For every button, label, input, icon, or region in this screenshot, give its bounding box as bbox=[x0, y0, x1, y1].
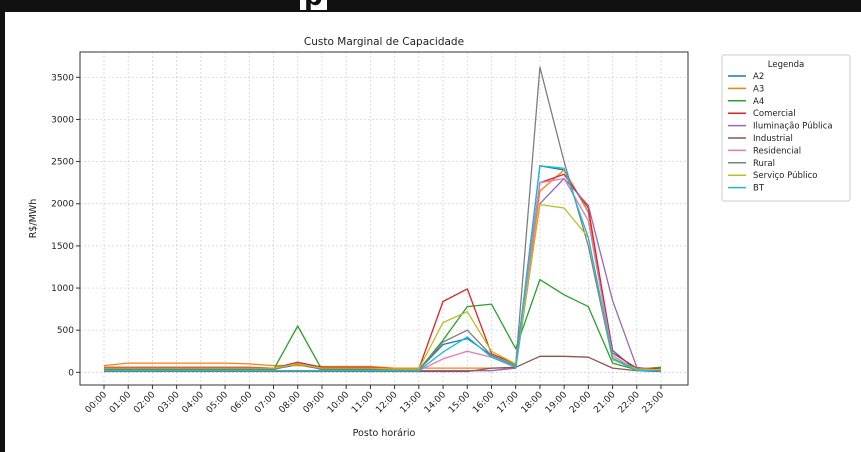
x-axis-label: Posto horário bbox=[353, 428, 416, 439]
x-tick-label: 21:00 bbox=[592, 390, 618, 416]
x-tick-label: 22:00 bbox=[616, 390, 642, 416]
y-axis: 0 500 1000 1500 2000 2500 3000 3500 bbox=[51, 73, 80, 378]
plot-frame bbox=[79, 51, 689, 386]
y-tick-label: 3500 bbox=[51, 73, 74, 83]
legend-label: Residencial bbox=[753, 146, 801, 156]
legend: Legenda A2 A3 A4 Comercial Iluminação Públic… bbox=[721, 54, 851, 202]
x-tick-label: 03:00 bbox=[156, 390, 182, 416]
x-tick-label: 04:00 bbox=[181, 390, 207, 416]
x-tick-label: 02:00 bbox=[132, 390, 158, 416]
grid bbox=[80, 52, 688, 385]
series-line-a3 bbox=[103, 169, 662, 370]
series-line-servico-publico bbox=[104, 203, 662, 371]
y-tick-label: 2500 bbox=[51, 158, 74, 168]
x-tick-label: 15:00 bbox=[447, 390, 473, 416]
x-tick-label: 06:00 bbox=[229, 390, 255, 416]
x-tick-label: 10:00 bbox=[326, 390, 352, 416]
y-axis-label: R$/MWh bbox=[28, 199, 39, 238]
x-tick-label: 08:00 bbox=[277, 390, 303, 416]
y-tick-label: 2000 bbox=[51, 200, 74, 210]
series-lines bbox=[103, 66, 662, 373]
legend-box bbox=[721, 54, 851, 202]
series-line-rural bbox=[104, 66, 662, 372]
clipped-page-heading: p bbox=[300, 0, 327, 10]
y-tick-label: 500 bbox=[57, 326, 74, 336]
x-tick-label: 16:00 bbox=[471, 390, 497, 416]
y-tick-label: 1500 bbox=[51, 242, 74, 252]
x-tick-label: 01:00 bbox=[108, 390, 134, 416]
legend-label: Rural bbox=[753, 159, 775, 169]
series-line-bt bbox=[104, 165, 661, 372]
x-tick-label: 23:00 bbox=[641, 390, 667, 416]
series-line-a2 bbox=[104, 165, 662, 373]
x-tick-label: 20:00 bbox=[568, 390, 594, 416]
x-tick-label: 12:00 bbox=[374, 390, 400, 416]
legend-label: Industrial bbox=[753, 134, 793, 144]
x-tick-label: 11:00 bbox=[350, 390, 376, 416]
x-tick-label: 05:00 bbox=[205, 390, 231, 416]
x-tick-label: 13:00 bbox=[399, 390, 425, 416]
legend-label: A4 bbox=[753, 97, 764, 107]
x-axis: 00:0001:0002:0003:0004:0005:0006:0007:00… bbox=[84, 385, 667, 416]
x-tick-label: 00:00 bbox=[84, 390, 110, 416]
legend-label: BT bbox=[753, 184, 765, 194]
legend-label: Serviço Público bbox=[753, 171, 817, 181]
legend-label: A2 bbox=[753, 72, 764, 82]
y-tick-label: 0 bbox=[68, 368, 74, 378]
y-tick-label: 1000 bbox=[51, 284, 74, 294]
x-tick-label: 19:00 bbox=[544, 390, 570, 416]
legend-label: Iluminação Pública bbox=[753, 122, 833, 132]
y-tick-label: 3000 bbox=[51, 115, 74, 125]
legend-label: Comercial bbox=[753, 109, 796, 119]
legend-label: A3 bbox=[753, 84, 764, 94]
legend-title: Legenda bbox=[768, 60, 804, 70]
x-tick-label: 07:00 bbox=[253, 390, 279, 416]
x-tick-label: 18:00 bbox=[520, 390, 546, 416]
chart-title: Custo Marginal de Capacidade bbox=[304, 36, 464, 48]
x-tick-label: 14:00 bbox=[423, 390, 449, 416]
series-line-industrial bbox=[104, 355, 662, 373]
x-tick-label: 17:00 bbox=[495, 390, 521, 416]
x-tick-label: 09:00 bbox=[302, 390, 328, 416]
